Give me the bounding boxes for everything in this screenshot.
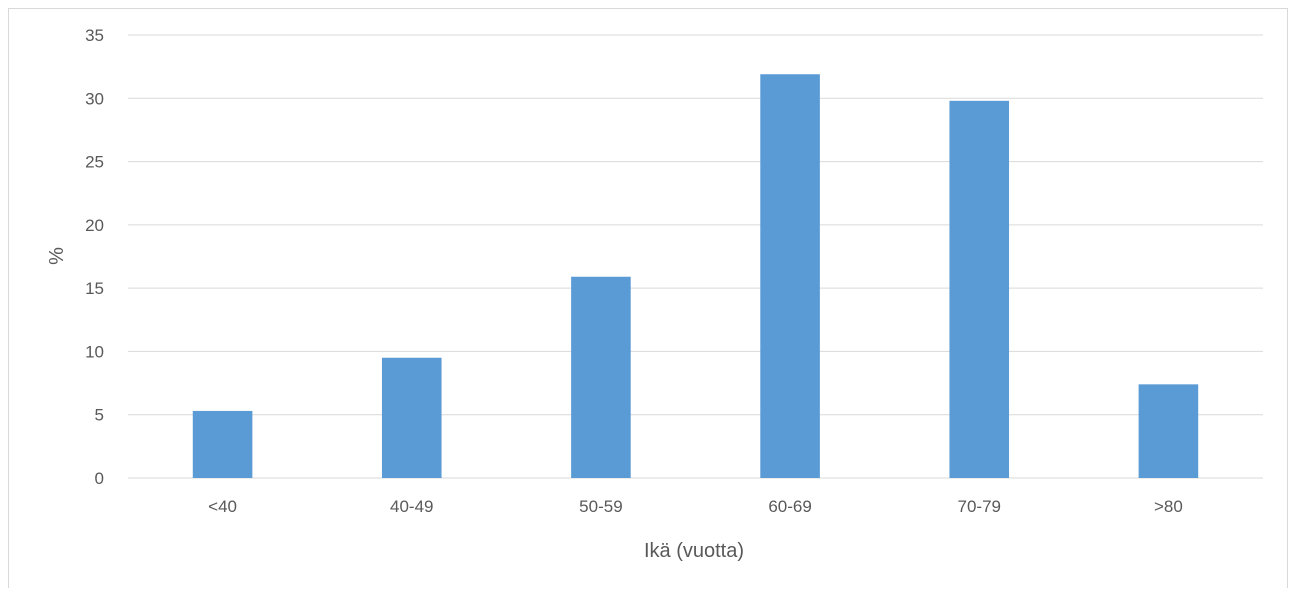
x-tick-label: >80 <box>1154 497 1183 516</box>
y-tick-label: 25 <box>85 153 104 172</box>
bar <box>760 74 820 478</box>
x-tick-labels: <40 40-49 50-59 60-69 70-79 >80 <box>208 497 1183 516</box>
bar <box>571 276 631 478</box>
x-tick-label: 40-49 <box>390 497 433 516</box>
y-tick-labels: 0 5 10 15 20 25 30 35 <box>85 26 104 488</box>
y-tick-label: 0 <box>95 469 104 488</box>
x-axis-title: Ikä (vuotta) <box>644 540 744 562</box>
x-tick-label: <40 <box>208 497 237 516</box>
y-tick-label: 10 <box>85 342 104 361</box>
y-tick-label: 35 <box>85 26 104 45</box>
x-tick-label: 50-59 <box>579 497 622 516</box>
y-axis-title: % <box>46 247 68 265</box>
bars <box>192 74 1199 479</box>
y-tick-label: 20 <box>85 216 104 235</box>
bar <box>1138 384 1199 478</box>
bar <box>192 410 253 478</box>
bar <box>381 357 442 478</box>
gridlines <box>128 34 1263 479</box>
y-tick-label: 30 <box>85 89 104 108</box>
bar <box>949 100 1010 479</box>
y-tick-label: 5 <box>95 406 104 425</box>
x-tick-label: 70-79 <box>958 497 1001 516</box>
x-tick-label: 60-69 <box>768 497 811 516</box>
chart-frame <box>8 8 1288 588</box>
y-tick-label: 15 <box>85 279 104 298</box>
